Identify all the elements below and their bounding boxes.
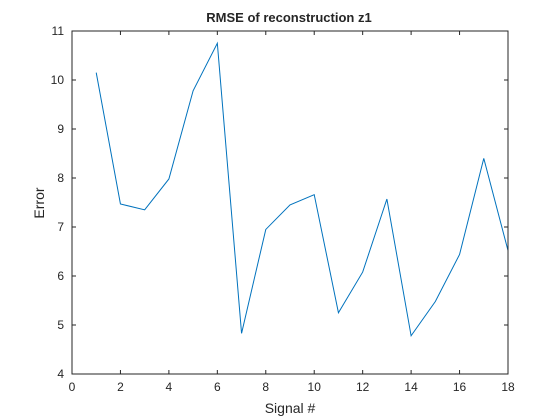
y-tick-label: 5 bbox=[57, 318, 64, 332]
x-tick-label: 16 bbox=[453, 380, 467, 394]
x-tick-label: 10 bbox=[308, 380, 322, 394]
y-tick-label: 10 bbox=[51, 73, 65, 87]
x-tick-label: 4 bbox=[166, 380, 173, 394]
y-tick-label: 9 bbox=[57, 122, 64, 136]
y-tick-label: 6 bbox=[57, 269, 64, 283]
y-tick-label: 4 bbox=[57, 367, 64, 381]
x-tick-label: 2 bbox=[117, 380, 124, 394]
y-tick-label: 7 bbox=[57, 220, 64, 234]
y-tick-label: 11 bbox=[52, 24, 65, 38]
ticks-layer: 0 2 4 6 8 10 12 14 16 18 4 5 6 7 8 9 10 11 bbox=[51, 24, 515, 394]
axes-box bbox=[71, 30, 509, 375]
chart-title: RMSE of reconstruction z1 bbox=[206, 10, 371, 25]
x-tick-label: 6 bbox=[214, 380, 221, 394]
x-axis-label: Signal # bbox=[265, 400, 316, 416]
x-tick-label: 14 bbox=[404, 380, 418, 394]
x-tick-label: 12 bbox=[356, 380, 370, 394]
series-line-1 bbox=[95, 41, 509, 338]
plot-area bbox=[72, 31, 508, 374]
x-tick-label: 18 bbox=[501, 380, 515, 394]
series-layer bbox=[95, 41, 509, 338]
y-axis-label: Error bbox=[31, 187, 47, 218]
x-tick-label: 0 bbox=[69, 380, 76, 394]
y-tick-label: 8 bbox=[57, 171, 64, 185]
x-tick-label: 8 bbox=[262, 380, 269, 394]
